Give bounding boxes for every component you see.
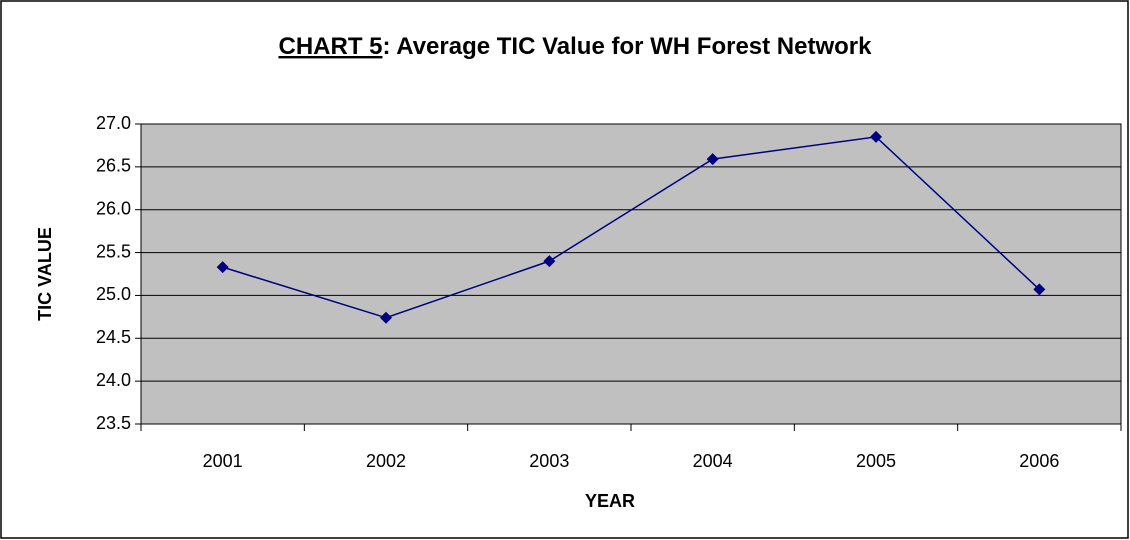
y-axis-label: TIC VALUE bbox=[35, 227, 55, 321]
y-tick-label: 27.0 bbox=[96, 113, 131, 133]
x-tick-label: 2003 bbox=[529, 451, 569, 471]
y-tick-label: 26.5 bbox=[96, 156, 131, 176]
line-series bbox=[222, 136, 1040, 319]
marker bbox=[870, 130, 882, 143]
y-tick-label: 23.5 bbox=[96, 413, 131, 433]
marker bbox=[380, 311, 392, 324]
y-tick-label: 24.5 bbox=[96, 327, 131, 347]
x-axis-label: YEAR bbox=[585, 491, 635, 511]
y-tick-label: 26.0 bbox=[96, 198, 131, 218]
x-tick-label: 2004 bbox=[693, 451, 733, 471]
marker bbox=[216, 261, 229, 274]
chart-title: CHART 5: Average TIC Value for WH Forest… bbox=[278, 33, 872, 60]
x-tick-label: 2001 bbox=[203, 451, 243, 471]
y-tick-label: 25.0 bbox=[96, 284, 131, 304]
x-tick-label: 2006 bbox=[1019, 451, 1059, 471]
title-text: : Average TIC Value for WH Forest Networ… bbox=[383, 33, 873, 60]
x-tick-label: 2002 bbox=[366, 451, 406, 471]
y-tick-label: 25.5 bbox=[96, 241, 131, 261]
x-tick-label: 2005 bbox=[856, 451, 896, 471]
marker bbox=[543, 255, 556, 268]
marker bbox=[706, 153, 719, 166]
y-tick-label: 24.0 bbox=[96, 370, 131, 390]
marker bbox=[1033, 283, 1046, 296]
plot-area bbox=[141, 124, 1121, 424]
title-label: CHART 5 bbox=[278, 33, 382, 60]
